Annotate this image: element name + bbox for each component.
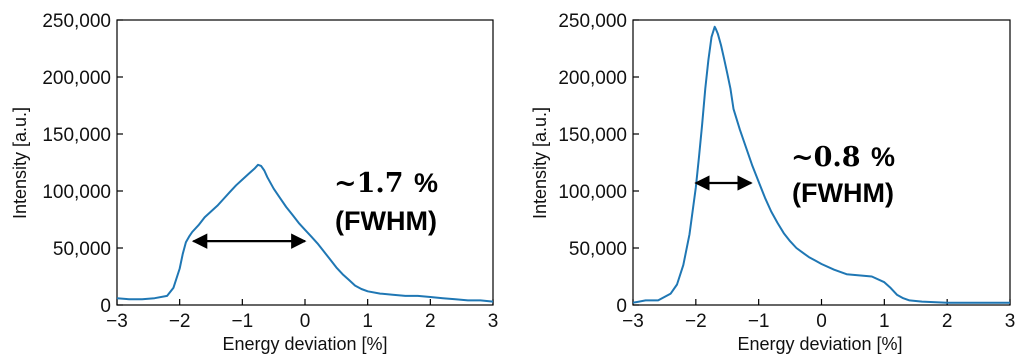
left-chart-ytick-label: 250,000 [42,11,111,32]
right-chart-ytick-label: 0 [616,296,627,317]
left-chart-xtick-label: −1 [231,311,253,332]
left-chart-series-line [116,163,494,303]
right-chart-ytick-label: 200,000 [558,68,627,89]
left-chart-xlabel: Energy deviation [%] [222,334,387,354]
right-chart-xtick-label: 2 [942,311,953,332]
left-chart-ytick-label: 0 [100,296,111,317]
right-chart: −3 −2 −1 0 1 2 3 0 50,000 100,000 150,000 200,000 25… [530,11,1015,354]
right-chart-ytick-label: 150,000 [558,125,627,146]
right-chart-xtick-label: −2 [685,311,707,332]
right-chart-fwhm-unit: % [871,142,895,172]
right-chart-xtick-label: 1 [879,311,890,332]
left-chart-xtick-label: 0 [300,311,311,332]
right-chart-xtick-label: 3 [1005,311,1016,332]
left-chart-xtick-label: 3 [488,311,499,332]
left-chart-xtick-label: −2 [169,311,191,332]
left-chart-ytick-label: 50,000 [53,239,111,260]
right-chart-xtick-label: −1 [748,311,770,332]
left-chart: −3 −2 −1 0 1 2 3 0 50,000 100,000 150,000 200,000 25… [10,11,498,354]
left-chart-fwhm-label: (FWHM) [335,206,437,236]
left-chart-fwhm-unit: % [414,168,438,198]
right-chart-series-line [632,25,1010,304]
right-chart-xlabel: Energy deviation [%] [737,334,902,354]
left-chart-xtick-label: 2 [425,311,436,332]
left-chart-ytick-label: 200,000 [42,68,111,89]
right-chart-fwhm-value: ~0.8 % [791,142,895,173]
left-chart-marks: −3 −2 −1 0 1 2 3 0 50,000 100,000 150,000 200,000 25… [42,11,498,332]
left-chart-fwhm-value: ~1.7 % [334,168,438,199]
right-chart-ytick-label: 50,000 [569,239,627,260]
right-chart-fwhm-number: ~0.8 [791,142,861,173]
left-chart-xtick-label: 1 [362,311,373,332]
left-chart-frame [116,19,494,306]
left-chart-ylabel: Intensity [a.u.] [10,107,30,219]
left-chart-ytick-label: 100,000 [42,182,111,203]
right-chart-ytick-label: 100,000 [558,182,627,203]
right-chart-ytick-label: 250,000 [558,11,627,32]
right-chart-ylabel: Intensity [a.u.] [530,107,550,219]
left-chart-fwhm-number: ~1.7 [334,168,404,199]
right-chart-xtick-label: 0 [816,311,827,332]
right-chart-fwhm-label: (FWHM) [792,178,894,208]
left-chart-xtick-label: −3 [106,311,128,332]
left-chart-ytick-label: 150,000 [42,125,111,146]
right-chart-marks: −3 −2 −1 0 1 2 3 0 50,000 100,000 150,000 200,000 25… [558,11,1015,332]
right-chart-xtick-label: −3 [622,311,644,332]
